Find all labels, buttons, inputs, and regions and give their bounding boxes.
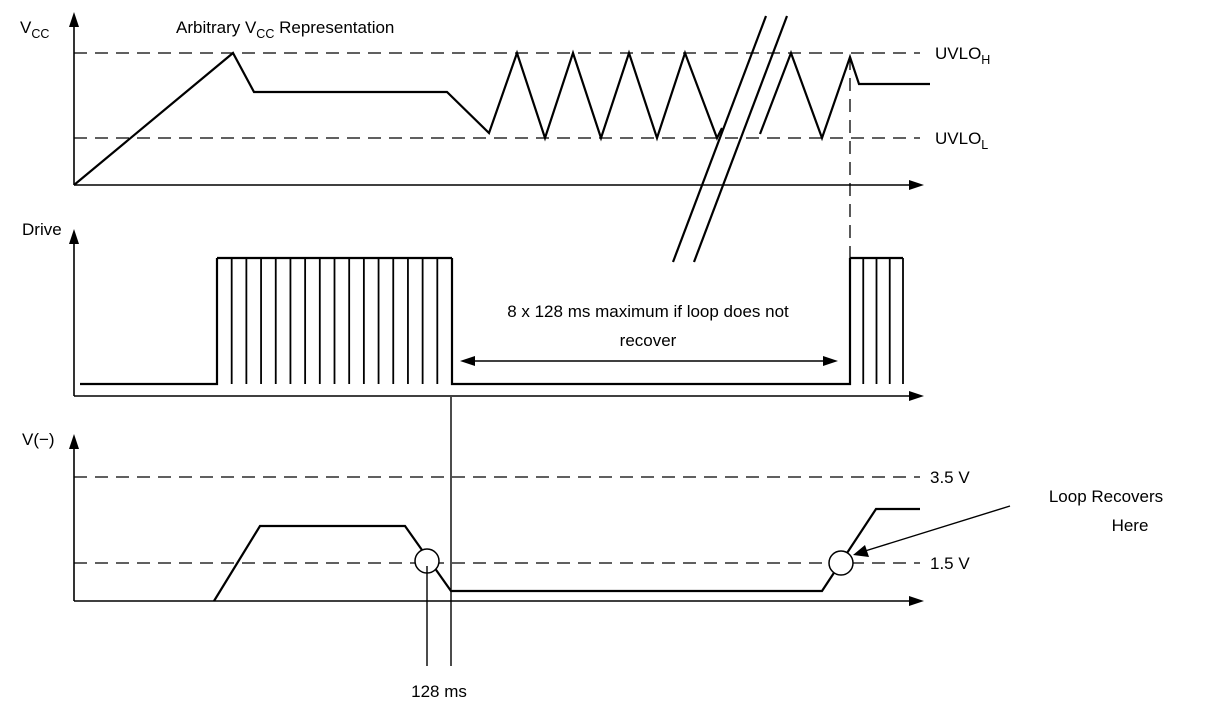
drive-low-between: [450, 258, 852, 386]
callout-leader-arrowhead: [853, 545, 869, 557]
level-1-5v-label: 1.5 V: [930, 554, 970, 573]
drive-pulse-train-1: [217, 256, 452, 384]
vminus-x-axis-arrowhead: [909, 596, 924, 606]
vminus-waveform: [213, 507, 920, 602]
vminus-y-axis-arrowhead: [69, 434, 79, 449]
vminus-panel: V(−) 3.5 V 1.5 V 128 ms Loop Recovers He…: [22, 397, 1163, 701]
level-3-5v-label: 3.5 V: [930, 468, 970, 487]
vcc-waveform-end: [758, 49, 930, 142]
callout-leader-line: [864, 505, 1011, 552]
drive-low-before: [80, 258, 219, 386]
uvlo-high-label: UVLOH: [935, 44, 990, 67]
timeout-dimension-arrow-right: [823, 356, 838, 366]
threshold-crossing-marker-2: [828, 550, 854, 576]
break-mark-right: [692, 15, 789, 263]
vcc-waveform-start: [73, 49, 723, 186]
vcc-x-axis-arrowhead: [909, 180, 924, 190]
vminus-axis-label: V(−): [22, 430, 55, 449]
timing-label: 128 ms: [411, 682, 467, 701]
timeout-dimension-text-line2: recover: [620, 331, 677, 350]
vcc-annotation: Arbitrary VCC Representation: [176, 18, 394, 41]
drive-x-axis-arrowhead: [909, 391, 924, 401]
callout-text-line2: Here: [1112, 516, 1149, 535]
timeout-dimension-text-line1: 8 x 128 ms maximum if loop does not: [507, 302, 789, 321]
drive-panel: Drive 8 x 128 ms maximum if loop does no…: [22, 220, 924, 401]
break-mark-left: [671, 15, 768, 263]
vcc-panel: VCC Arbitrary VCC Representation UVLOH U…: [20, 12, 990, 263]
vcc-y-axis-arrowhead: [69, 12, 79, 27]
timeout-dimension-arrow-left: [460, 356, 475, 366]
callout-text-line1: Loop Recovers: [1049, 487, 1163, 506]
uvlo-low-label: UVLOL: [935, 129, 988, 152]
drive-axis-label: Drive: [22, 220, 62, 239]
drive-pulse-train-2: [850, 256, 904, 384]
vcc-axis-label: VCC: [20, 18, 49, 41]
drive-y-axis-arrowhead: [69, 229, 79, 244]
